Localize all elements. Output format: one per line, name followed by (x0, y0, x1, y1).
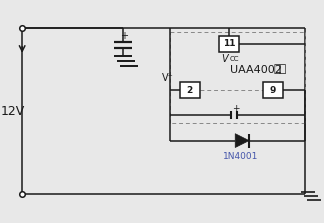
Text: V: V (222, 54, 228, 64)
Text: 1N4001: 1N4001 (224, 152, 259, 161)
Text: 11: 11 (223, 39, 236, 48)
Bar (180, 83, 200, 98)
Bar (263, 83, 283, 98)
Text: UAA4002: UAA4002 (230, 65, 282, 74)
Text: V⁻: V⁻ (162, 73, 174, 83)
Text: 接地: 接地 (274, 64, 287, 74)
Text: 2: 2 (187, 86, 193, 95)
Text: 12V: 12V (1, 105, 25, 118)
Text: CC: CC (229, 56, 239, 62)
Text: +: + (120, 31, 128, 41)
Text: 9: 9 (270, 86, 276, 95)
Bar (219, 36, 239, 52)
Polygon shape (235, 134, 249, 147)
Text: +: + (232, 103, 240, 113)
